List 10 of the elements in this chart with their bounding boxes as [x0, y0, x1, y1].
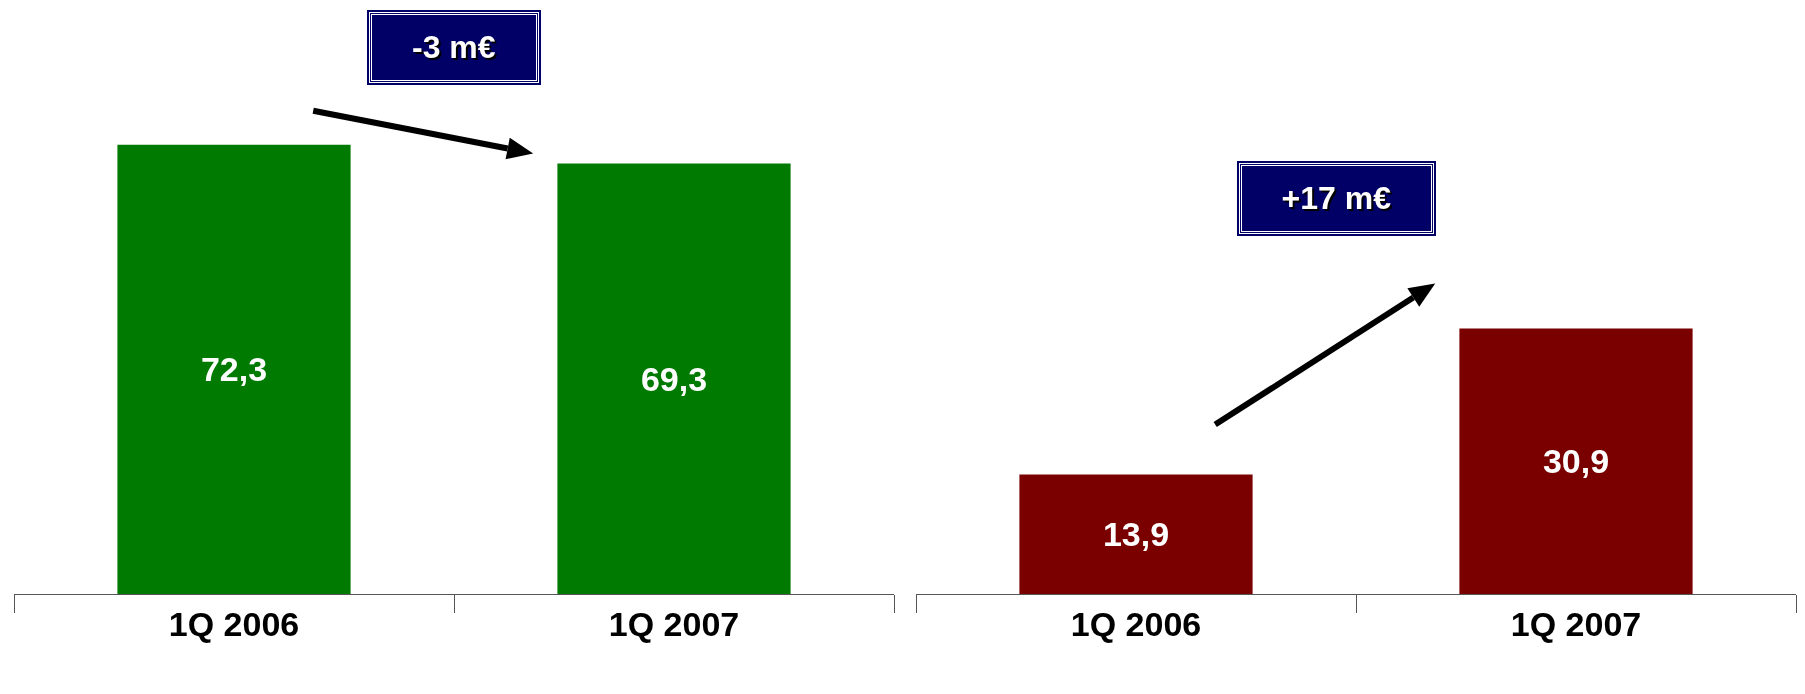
text: -3 m€ — [369, 12, 539, 83]
data-label: 13,9 — [1102, 515, 1170, 554]
x-tick-label: 1Q 2006 — [1070, 604, 1202, 643]
x-tick-label: 1Q 2007 — [1510, 604, 1642, 643]
data-label: 30,9 — [1542, 442, 1610, 481]
x-tick-label: 1Q 2006 — [168, 604, 300, 643]
data-label: 69,3 — [640, 359, 708, 398]
data-label: 72,3 — [200, 350, 268, 389]
text: +17 m€ — [1238, 162, 1434, 234]
x-tick-label: 1Q 2007 — [608, 604, 740, 643]
